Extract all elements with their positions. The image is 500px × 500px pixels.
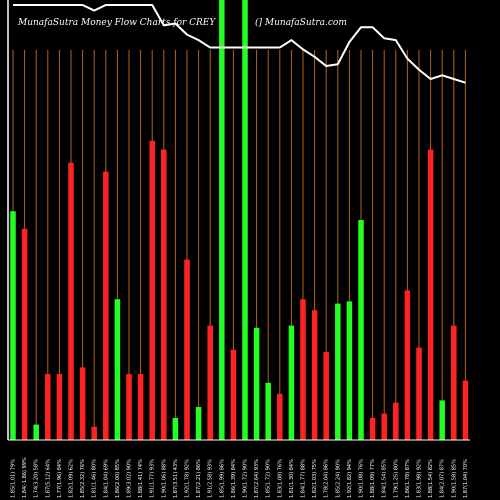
- x-tick-labels: 1.85(1.01) 79% 1.84(-1.86) 99% 1.74(3.20) …: [11, 457, 469, 498]
- money-flow-bar: [21, 228, 28, 440]
- money-flow-bar: [172, 418, 179, 440]
- x-tick-label: 1.83(1.98) 92%: [417, 459, 423, 498]
- money-flow-bar: [103, 171, 109, 440]
- money-flow-bar: [462, 380, 469, 440]
- x-tick-label: 1.74(3.20) 58%: [34, 459, 40, 498]
- money-flow-bar: [323, 352, 329, 440]
- x-tick-label: 1.86(1.39) 84%: [231, 459, 237, 498]
- x-tick-label: 1.87(1.04) 70%: [463, 459, 469, 498]
- x-tick-label: 1.85(2.32) 76%: [80, 459, 86, 498]
- money-flow-bar: [242, 0, 248, 440]
- x-tick-label: 1.83(1.08) 76%: [277, 459, 283, 498]
- money-flow-bar: [393, 402, 399, 440]
- x-tick-label: 1.85(1.99) 86%: [219, 459, 225, 498]
- x-tick-label: 1.78(2.04) 86%: [324, 459, 330, 498]
- x-tick-label: 1.81(1.30) 84%: [289, 459, 295, 498]
- money-flow-bar: [126, 374, 132, 440]
- price-series-line: [13, 4, 466, 84]
- x-tick-label: 1.88(1.41) 74%: [138, 459, 144, 498]
- money-flow-bar: [68, 162, 74, 441]
- x-tick-label: 1.82(1.03) 75%: [312, 459, 318, 498]
- x-tick-label: 1.90(1.58) 85%: [451, 459, 457, 498]
- money-flow-bar: [79, 367, 86, 440]
- money-flow-bar: [288, 325, 295, 440]
- money-flow-bar: [311, 310, 318, 440]
- money-flow-bar: [439, 400, 445, 440]
- money-flow-bar: [10, 211, 16, 440]
- money-flow-bar: [381, 413, 387, 440]
- money-flow-bar: [195, 407, 202, 440]
- money-flow-bar: [451, 325, 457, 440]
- money-flow-bar: [369, 418, 376, 440]
- x-tick-label: 1.77(1.96) 84%: [57, 459, 63, 498]
- x-tick-label: 1.90(1.06) 88%: [161, 459, 167, 498]
- x-tick-label: 1.92(1.82) 94%: [347, 459, 353, 498]
- money-flow-bar: [114, 299, 121, 440]
- price-line: [7, 0, 466, 440]
- money-flow-bar: [427, 149, 434, 440]
- x-tick-label: 1.90(1.08) 76%: [359, 459, 365, 498]
- money-flow-bar: [184, 259, 190, 440]
- x-tick-label: 1.87(2.21) 86%: [196, 459, 202, 498]
- money-flow-bar: [358, 220, 364, 440]
- x-tick-label: 1.84(2.07) 87%: [440, 459, 446, 498]
- money-flow-bar: [404, 290, 411, 440]
- site-credit: (] MunafaSutra.com: [255, 18, 347, 28]
- x-tick-label: 1.88(1.09) 77%: [370, 459, 376, 498]
- money-flow-bar: [346, 301, 353, 440]
- x-tick-label: 1.82(1.09) 62%: [69, 459, 75, 498]
- x-tick-label: 1.81(1.46) 80%: [92, 459, 98, 498]
- x-tick-label: 1.87(3.51) 43%: [173, 459, 179, 498]
- money-flow-bars: [10, 0, 469, 441]
- money-flow-bar: [137, 374, 144, 440]
- x-tick-label: 1.92(1.78) 92%: [185, 459, 191, 498]
- money-flow-bar: [219, 0, 225, 440]
- money-flow-bar: [265, 382, 271, 440]
- chart-title: MunafaSutra Money Flow Charts for CREY: [18, 18, 216, 28]
- x-tick-label: 1.84(1.04) 69%: [103, 459, 109, 498]
- money-flow-bar: [91, 426, 97, 440]
- money-flow-bar: [300, 299, 306, 440]
- money-flow-bar: [253, 327, 260, 440]
- x-tick-label: 1.84(1.77) 88%: [301, 459, 307, 498]
- money-flow-bar: [277, 393, 283, 440]
- money-flow-bar: [33, 424, 39, 440]
- x-tick-label: 1.91(2.58) 93%: [208, 459, 214, 498]
- x-tick-label: 1.85(1.01) 79%: [11, 459, 17, 498]
- money-flow-bar: [335, 303, 341, 440]
- x-tick-label: 1.85(1.72) 90%: [266, 459, 272, 498]
- x-tick-label: 1.85(2.24) 90%: [335, 459, 341, 498]
- x-tick-label: 1.89(3.02) 90%: [127, 459, 133, 498]
- x-tick-label: 1.84(1.54) 85%: [382, 459, 388, 498]
- x-tick-label: 1.86(1.78) 87%: [405, 459, 411, 498]
- money-flow-bar: [161, 149, 167, 440]
- money-flow-bar: [56, 374, 63, 440]
- x-tick-label: 1.86(2.00) 85%: [115, 459, 121, 498]
- money-flow-bar: [230, 349, 237, 440]
- money-flow-bar: [45, 374, 51, 440]
- x-tick-label: 1.84(-1.86) 99%: [22, 457, 28, 498]
- money-flow-bar: [416, 347, 422, 440]
- x-tick-label: 1.87(5.12) 64%: [45, 459, 51, 498]
- x-tick-label: 1.90(1.72) 90%: [243, 459, 249, 498]
- money-flow-bar: [149, 140, 155, 441]
- x-tick-label: 1.79(1.25) 80%: [393, 459, 399, 498]
- x-tick-label: 1.87(2.64) 93%: [254, 459, 260, 498]
- x-tick-label: 1.88(1.54) 82%: [428, 459, 434, 498]
- money-flow-bar: [207, 325, 213, 440]
- x-tick-label: 1.91(1.77) 93%: [150, 459, 156, 498]
